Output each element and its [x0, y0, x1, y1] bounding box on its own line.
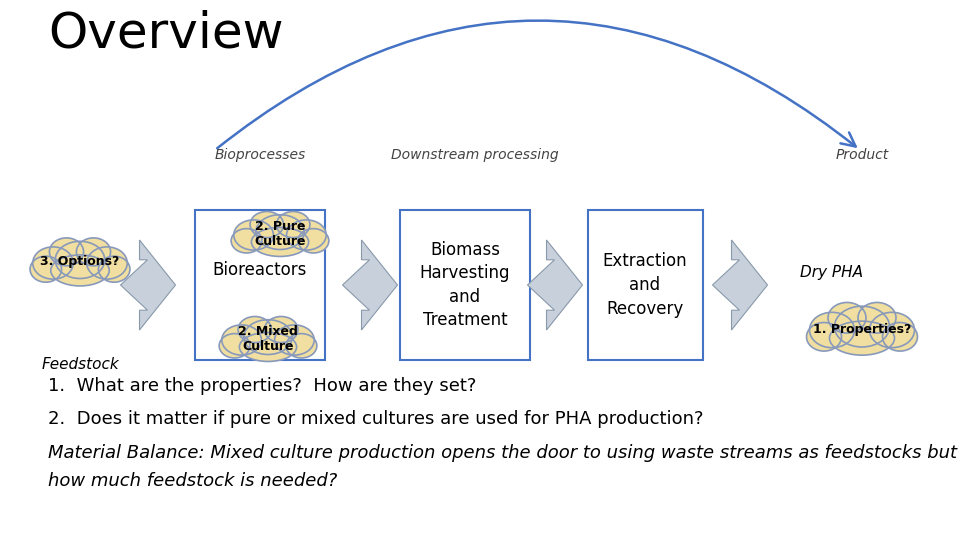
Polygon shape: [527, 240, 583, 330]
Ellipse shape: [250, 212, 283, 238]
Text: 1. Properties?: 1. Properties?: [813, 322, 911, 335]
Ellipse shape: [870, 312, 915, 348]
Ellipse shape: [56, 241, 105, 279]
Ellipse shape: [219, 334, 250, 358]
Ellipse shape: [275, 325, 314, 355]
Ellipse shape: [234, 220, 274, 250]
Ellipse shape: [858, 302, 896, 333]
Ellipse shape: [298, 228, 329, 253]
Text: 3. Options?: 3. Options?: [40, 254, 120, 267]
Polygon shape: [343, 240, 397, 330]
Ellipse shape: [806, 322, 842, 351]
Text: 1.  What are the properties?  How are they set?: 1. What are the properties? How are they…: [48, 377, 476, 395]
Ellipse shape: [828, 302, 866, 333]
FancyArrowPatch shape: [217, 21, 855, 148]
Text: Product: Product: [835, 148, 889, 162]
Ellipse shape: [77, 238, 110, 266]
FancyBboxPatch shape: [400, 210, 530, 360]
Text: Overview: Overview: [48, 10, 283, 58]
Text: Downstream processing: Downstream processing: [391, 148, 559, 162]
Ellipse shape: [30, 256, 61, 282]
Ellipse shape: [33, 247, 73, 279]
Text: 2. Mixed
Culture: 2. Mixed Culture: [238, 325, 298, 353]
FancyBboxPatch shape: [588, 210, 703, 360]
Ellipse shape: [239, 333, 297, 361]
Ellipse shape: [252, 227, 308, 256]
Ellipse shape: [287, 220, 326, 250]
Polygon shape: [712, 240, 767, 330]
Ellipse shape: [809, 312, 854, 348]
Ellipse shape: [49, 238, 84, 266]
Text: Dry PHA: Dry PHA: [800, 266, 863, 280]
Ellipse shape: [86, 247, 128, 279]
Ellipse shape: [834, 306, 890, 347]
Polygon shape: [121, 240, 176, 330]
Text: Extraction
and
Recovery: Extraction and Recovery: [603, 252, 687, 318]
Text: how much feedstock is needed?: how much feedstock is needed?: [48, 472, 337, 490]
FancyBboxPatch shape: [195, 210, 325, 360]
Ellipse shape: [255, 215, 304, 249]
Ellipse shape: [51, 255, 109, 286]
Ellipse shape: [265, 316, 298, 342]
Text: 2.  Does it matter if pure or mixed cultures are used for PHA production?: 2. Does it matter if pure or mixed cultu…: [48, 410, 704, 428]
Ellipse shape: [222, 325, 261, 355]
Text: Material Balance: Mixed culture production opens the door to using waste streams: Material Balance: Mixed culture producti…: [48, 444, 957, 462]
Ellipse shape: [238, 316, 272, 342]
Ellipse shape: [286, 334, 317, 358]
Text: 2. Pure
Culture: 2. Pure Culture: [254, 220, 305, 248]
Text: Biomass
Harvesting
and
Treatment: Biomass Harvesting and Treatment: [420, 241, 511, 329]
Ellipse shape: [829, 321, 895, 355]
Ellipse shape: [231, 228, 262, 253]
Ellipse shape: [99, 256, 130, 282]
Text: Bioreactors: Bioreactors: [213, 261, 307, 279]
Text: Feedstock: Feedstock: [41, 357, 119, 372]
Ellipse shape: [882, 322, 918, 351]
Ellipse shape: [244, 320, 292, 354]
Ellipse shape: [276, 212, 310, 238]
Text: Bioprocesses: Bioprocesses: [214, 148, 305, 162]
